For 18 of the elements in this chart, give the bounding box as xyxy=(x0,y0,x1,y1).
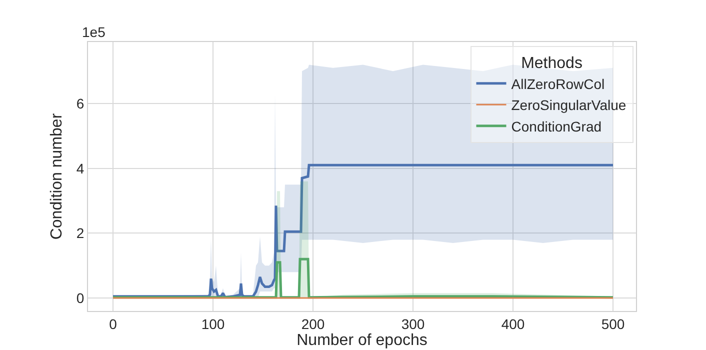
text: 1e5 xyxy=(82,24,106,40)
x-tick-label: 200 xyxy=(301,316,325,332)
legend-title: Methods xyxy=(521,54,582,72)
x-tick-label: 400 xyxy=(501,316,525,332)
y-axis-title: Condition number xyxy=(48,112,66,240)
legend-label: AllZeroRowCol xyxy=(511,76,605,92)
legend-label: ZeroSingularValue xyxy=(511,97,626,114)
y-tick-label: 0 xyxy=(76,290,84,306)
x-tick-label: 500 xyxy=(601,316,625,332)
x-axis-title: Number of epochs xyxy=(296,332,428,349)
line-series xyxy=(112,258,614,299)
x-tick-label: 0 xyxy=(109,316,118,332)
y-tick-label: 4 xyxy=(76,160,84,176)
y-tick-label: 2 xyxy=(76,225,84,242)
y-tick-label: 6 xyxy=(76,95,84,112)
x-tick-label: 100 xyxy=(201,316,225,332)
x-tick-label: 300 xyxy=(401,316,425,332)
legend-label: ConditionGrad xyxy=(511,118,602,134)
